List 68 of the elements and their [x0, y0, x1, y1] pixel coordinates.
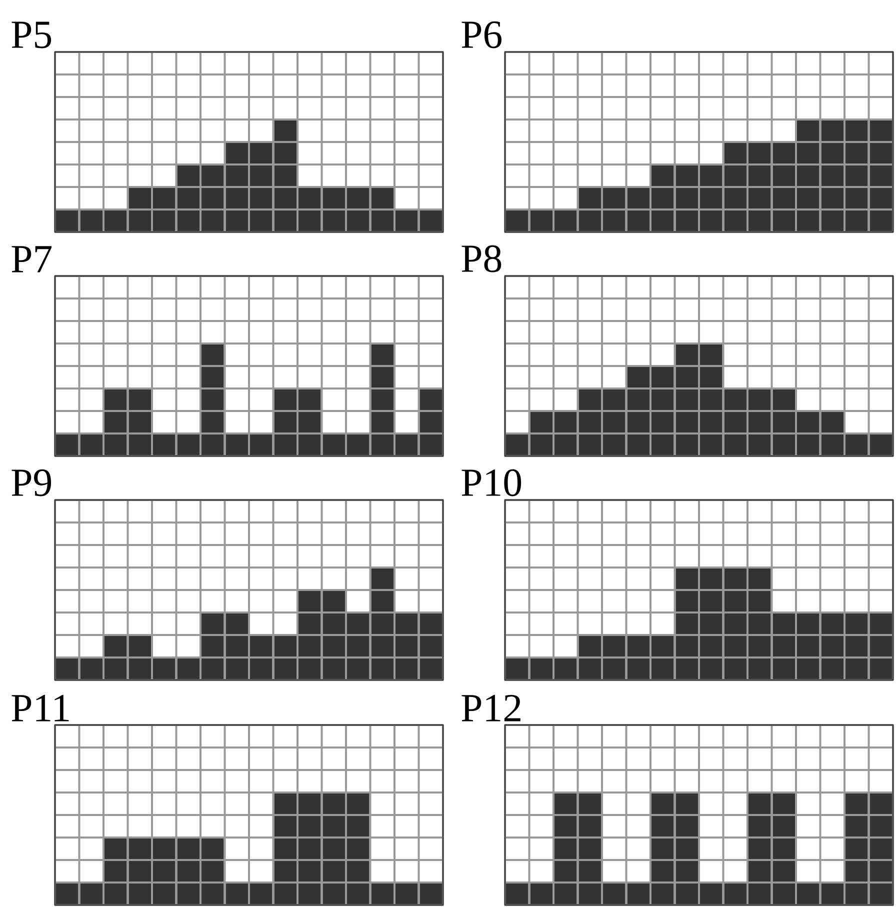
bar: [530, 410, 553, 456]
bar: [554, 209, 577, 232]
bar: [772, 142, 796, 232]
bar: [346, 186, 370, 232]
bar: [676, 343, 698, 456]
bar: [870, 433, 892, 456]
bar: [724, 567, 747, 680]
bar: [748, 388, 771, 456]
bar: [772, 388, 796, 456]
bar: [700, 343, 722, 456]
bar: [298, 186, 321, 232]
bar: [530, 209, 553, 232]
chart-title: P5: [12, 22, 52, 48]
bar: [651, 634, 674, 680]
bar: [651, 164, 674, 232]
bar: [845, 119, 868, 232]
bar: [748, 567, 771, 680]
bar: [371, 567, 394, 680]
bar: [627, 634, 650, 680]
bar: [676, 164, 698, 232]
chart-title: P6: [462, 21, 502, 48]
bar: [870, 119, 892, 232]
bar: [772, 612, 796, 680]
bar: [821, 612, 844, 680]
bar: [724, 388, 747, 456]
chart-title: P9: [12, 469, 52, 496]
chart-title: P11: [12, 694, 69, 722]
bar: [395, 209, 418, 232]
bar: [420, 612, 442, 680]
bar: [602, 634, 626, 680]
bar: [700, 164, 722, 232]
bar: [530, 657, 553, 680]
bar: [578, 388, 602, 456]
chart-title: P8: [462, 245, 502, 272]
bar: [602, 186, 626, 232]
bar: [346, 612, 370, 680]
bar: [554, 410, 577, 456]
bar: [627, 186, 650, 232]
bar: [821, 119, 844, 232]
bar: [554, 657, 577, 680]
bar: [700, 567, 722, 680]
bar: [578, 186, 602, 232]
bar: [796, 612, 820, 680]
chart-title: P10: [462, 469, 522, 496]
bar: [845, 433, 868, 456]
bar: [322, 590, 346, 680]
bar: [821, 410, 844, 456]
bar: [506, 657, 528, 680]
bar: [676, 567, 698, 680]
bar: [796, 119, 820, 232]
bar: [845, 612, 868, 680]
chart-title: P7: [12, 246, 52, 272]
bar: [395, 612, 418, 680]
bar: [602, 388, 626, 456]
bar: [578, 634, 602, 680]
bar: [506, 433, 528, 456]
bar: [420, 209, 442, 232]
bar: [724, 142, 747, 232]
bar: [506, 209, 528, 232]
chart-title: P12: [462, 694, 520, 722]
bar: [748, 142, 771, 232]
bar: [322, 186, 346, 232]
bar: [627, 366, 650, 456]
bar: [651, 366, 674, 456]
bar: [870, 612, 892, 680]
bar: [796, 410, 820, 456]
bar: [371, 186, 394, 232]
bar: [298, 590, 321, 680]
